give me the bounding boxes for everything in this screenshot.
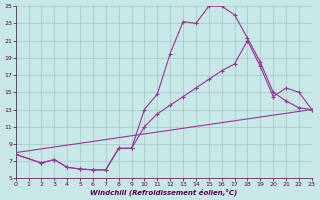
X-axis label: Windchill (Refroidissement éolien,°C): Windchill (Refroidissement éolien,°C) (90, 188, 237, 196)
